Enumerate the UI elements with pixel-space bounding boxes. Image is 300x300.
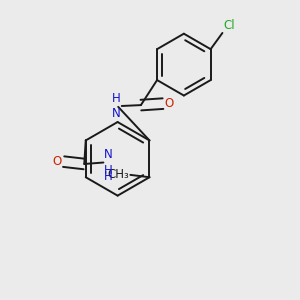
Text: Cl: Cl — [223, 19, 235, 32]
Text: O: O — [165, 97, 174, 110]
Text: N: N — [112, 106, 120, 120]
Text: CH₃: CH₃ — [108, 168, 130, 182]
Text: H: H — [104, 170, 112, 183]
Text: N: N — [104, 148, 113, 161]
Text: O: O — [52, 155, 62, 168]
Text: H: H — [112, 92, 120, 105]
Text: H: H — [104, 164, 113, 177]
